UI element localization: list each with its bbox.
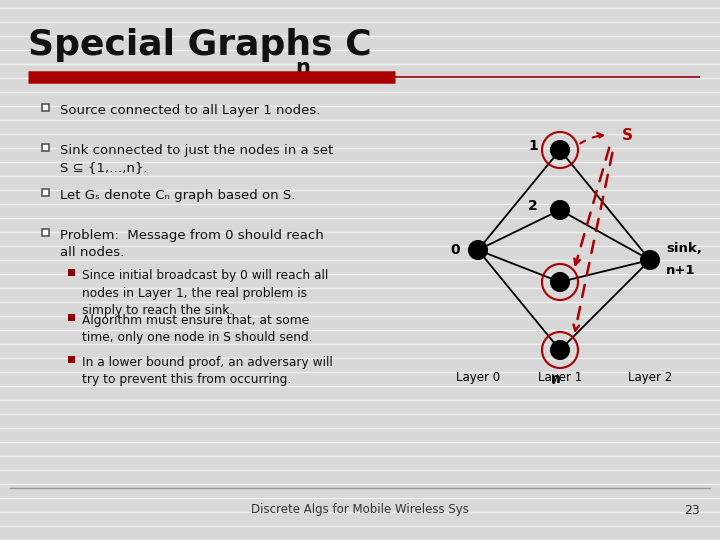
Circle shape bbox=[641, 251, 659, 269]
Bar bbox=[68, 269, 75, 276]
Bar bbox=[68, 314, 75, 321]
Text: sink,: sink, bbox=[666, 241, 702, 254]
Bar bbox=[42, 144, 49, 151]
Text: In a lower bound proof, an adversary will
try to prevent this from occurring.: In a lower bound proof, an adversary wil… bbox=[82, 356, 333, 387]
Text: 2: 2 bbox=[528, 199, 538, 213]
Text: Discrete Algs for Mobile Wireless Sys: Discrete Algs for Mobile Wireless Sys bbox=[251, 503, 469, 516]
Circle shape bbox=[551, 201, 569, 219]
Bar bbox=[42, 104, 49, 111]
Text: Sink connected to just the nodes in a set
S ⊆ {1,…,n}.: Sink connected to just the nodes in a se… bbox=[60, 144, 333, 174]
Text: Algorithm must ensure that, at some
time, only one node in S should send.: Algorithm must ensure that, at some time… bbox=[82, 314, 312, 345]
Bar bbox=[68, 356, 75, 363]
Text: Layer 2: Layer 2 bbox=[628, 372, 672, 384]
Text: 1: 1 bbox=[528, 139, 538, 153]
Text: S: S bbox=[622, 127, 633, 143]
Text: Let Gₛ denote Cₙ graph based on S.: Let Gₛ denote Cₙ graph based on S. bbox=[60, 189, 295, 202]
Text: Layer 0: Layer 0 bbox=[456, 372, 500, 384]
Text: Source connected to all Layer 1 nodes.: Source connected to all Layer 1 nodes. bbox=[60, 104, 320, 117]
Text: n: n bbox=[295, 58, 310, 78]
Text: 23: 23 bbox=[684, 503, 700, 516]
Circle shape bbox=[469, 241, 487, 259]
Text: n: n bbox=[551, 372, 561, 386]
Bar bbox=[42, 229, 49, 236]
Bar bbox=[42, 189, 49, 196]
Text: Problem:  Message from 0 should reach
all nodes.: Problem: Message from 0 should reach all… bbox=[60, 229, 324, 260]
Text: Layer 1: Layer 1 bbox=[538, 372, 582, 384]
Circle shape bbox=[551, 141, 569, 159]
Circle shape bbox=[551, 341, 569, 359]
Text: n+1: n+1 bbox=[666, 264, 696, 276]
Text: 0: 0 bbox=[451, 243, 460, 257]
Circle shape bbox=[551, 273, 569, 291]
Text: Since initial broadcast by 0 will reach all
nodes in Layer 1, the real problem i: Since initial broadcast by 0 will reach … bbox=[82, 269, 328, 317]
Text: Special Graphs C: Special Graphs C bbox=[28, 28, 372, 62]
